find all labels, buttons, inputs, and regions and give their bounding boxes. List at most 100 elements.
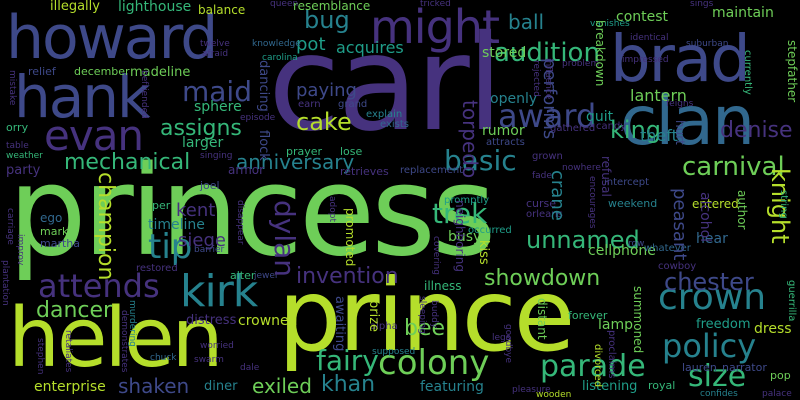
word-madeline: madeline — [130, 65, 191, 80]
word-resemblance: resemblance — [293, 0, 371, 13]
word-torpedo: torpedo — [458, 100, 482, 179]
word-lantern: lantern — [630, 86, 687, 105]
word-tip: tip — [148, 227, 193, 267]
word-peasant: peasant — [669, 188, 690, 261]
word-rejected: rejected — [531, 60, 541, 97]
word-cowboy: cowboy — [658, 261, 697, 272]
word-champion: champion — [93, 172, 118, 281]
word-alter: alter — [230, 269, 256, 282]
word-kent: kent — [176, 200, 216, 221]
word-nowhere: nowhere — [562, 163, 601, 173]
word-pop: pop — [770, 369, 791, 382]
word-orleans: orleans — [526, 209, 563, 220]
word-feigns: feigns — [666, 99, 694, 109]
word-illegally: illegally — [50, 0, 100, 14]
word-impressed: impressed — [622, 55, 669, 65]
word-legs: legs — [492, 333, 511, 343]
word-mechanical: mechanical — [64, 150, 191, 175]
word-khan: khan — [321, 372, 376, 397]
word-weekend: weekend — [608, 197, 658, 210]
word-maid: maid — [182, 75, 252, 108]
word-tricked: tricked — [420, 0, 451, 9]
word-invention: invention — [296, 264, 399, 289]
word-chuck: chuck — [150, 353, 177, 363]
word-lauren: lauren — [682, 361, 717, 374]
word-twelve: twelve — [200, 39, 230, 49]
word-prayer: prayer — [286, 145, 323, 158]
word-denise: denise — [720, 118, 793, 143]
word-curse: curse — [526, 197, 557, 210]
word-howard: howard — [6, 3, 218, 73]
word-brad: brad — [610, 23, 751, 97]
word-carl: carl — [268, 7, 503, 161]
word-hear: hear — [696, 231, 728, 247]
word-neighboring: neighboring — [453, 200, 467, 272]
word-quit: quit — [586, 109, 614, 125]
word-timeline: timeline — [148, 217, 205, 233]
word-listening: listening — [582, 379, 638, 394]
word-covering: covering — [431, 236, 441, 275]
word-lamp: lamp — [598, 317, 633, 333]
word-clan: clan — [620, 82, 755, 161]
word-singing: singing — [200, 151, 233, 161]
word-balance: balance — [198, 3, 246, 17]
word-befriended: befriended — [139, 70, 149, 119]
word-attends: attends — [38, 267, 160, 305]
word-entered: entered — [692, 197, 739, 211]
word-dancing: dancing — [256, 60, 271, 112]
word-worried: worried — [200, 341, 234, 351]
word-grand: grand — [338, 99, 368, 110]
word-refusal: refusal — [599, 156, 613, 197]
word-pot: pot — [296, 34, 326, 55]
word-enterprise: enterprise — [34, 379, 106, 395]
word-replacement: replacement — [400, 165, 464, 176]
word-carriage: carriage — [5, 208, 15, 245]
word-currently: currently — [742, 50, 753, 95]
word-kirk: kirk — [180, 266, 258, 317]
word-openly: openly — [490, 91, 538, 107]
word-anniversary: anniversary — [236, 150, 355, 174]
word-promptly: promptly — [444, 195, 490, 206]
word-pleasure: pleasure — [512, 385, 551, 395]
word-forever: forever — [568, 309, 608, 322]
word-lighthouse: lighthouse — [118, 0, 192, 15]
word-candy: candy — [596, 121, 627, 132]
word-promoted: promoted — [343, 208, 357, 267]
word-buddy: buddy — [429, 300, 439, 329]
word-knowledge: knowledge — [252, 39, 301, 49]
word-attracts: attracts — [486, 137, 525, 148]
word-proclaims: proclaims — [606, 330, 617, 379]
word-december: december — [74, 65, 130, 78]
word-royal: royal — [648, 379, 676, 392]
word-wooden: wooden — [536, 390, 572, 400]
word-assigns: assigns — [160, 116, 242, 141]
word-alcohol: alcohol — [697, 192, 713, 243]
word-summoned: summoned — [631, 286, 645, 354]
word-dylan: dylan — [268, 200, 301, 278]
word-mark: mark — [40, 225, 69, 238]
word-exiled: exiled — [252, 374, 312, 398]
word-orry: orry — [6, 121, 29, 134]
word-distant: distant — [535, 298, 549, 340]
word-sphere: sphere — [194, 99, 242, 115]
word-paying: paying — [296, 80, 357, 101]
word-alpha: alpha — [370, 321, 398, 332]
word-ego: ego — [40, 211, 63, 225]
word-ball: ball — [508, 10, 545, 34]
word-retrieves: retrieves — [340, 165, 389, 178]
word-author: author — [735, 190, 749, 230]
word-divorced: divorced — [592, 344, 603, 388]
word-queen: queen — [270, 0, 299, 9]
word-explain: explain — [366, 109, 403, 120]
word-suburban: suburban — [686, 39, 729, 49]
word-freedom: freedom — [696, 317, 751, 332]
word-adopt: adopt — [327, 196, 337, 222]
word-carolina: carolina — [262, 53, 298, 63]
word-hank: hank — [14, 63, 151, 131]
word-crane: crane — [547, 170, 568, 221]
word-flock: flock — [256, 130, 271, 161]
word-occurred: occurred — [468, 225, 512, 236]
word-contest: contest — [616, 9, 669, 25]
word-dale: dale — [240, 363, 260, 373]
